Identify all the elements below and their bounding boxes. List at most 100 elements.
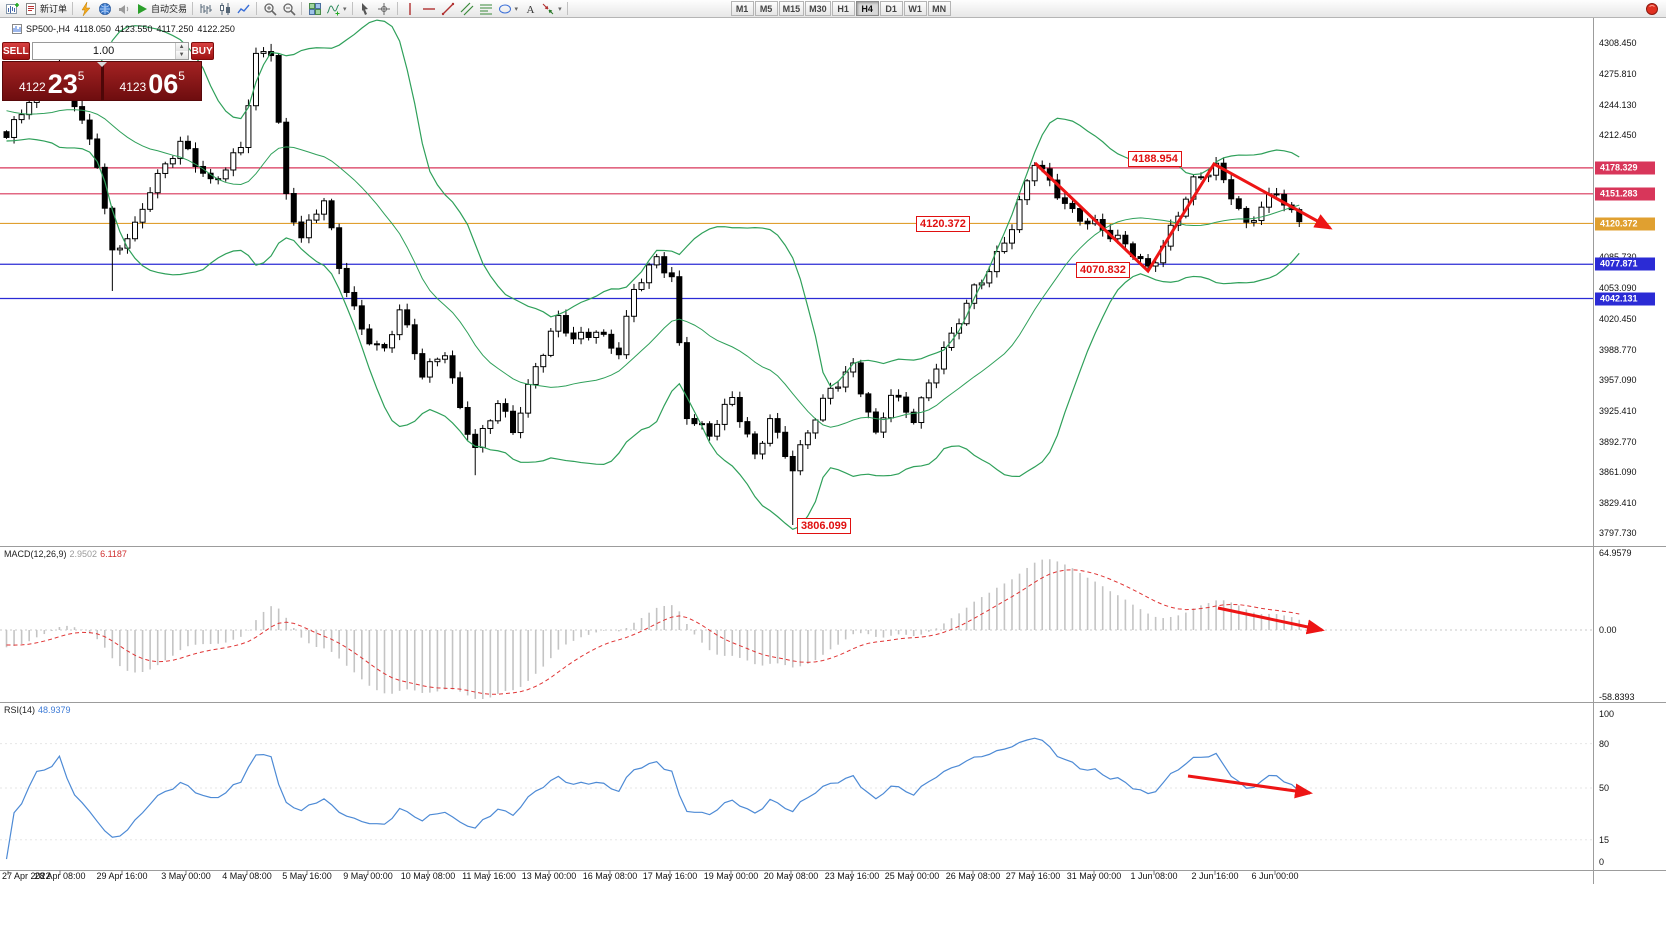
macd-indicator-label: MACD(12,26,9) 2.9502 6.1187 xyxy=(4,549,127,559)
new-order-button[interactable]: 新订单 xyxy=(22,1,69,17)
volume-input[interactable] xyxy=(32,43,175,59)
candle-chart-mode-button[interactable] xyxy=(215,1,234,17)
bar-chart-mode-button[interactable] xyxy=(196,1,215,17)
shapes-icon xyxy=(498,4,511,13)
macd-signal-line xyxy=(6,569,1300,695)
macd-signal-value: 6.1187 xyxy=(100,549,127,559)
text-tool-icon: A xyxy=(526,4,534,16)
tile-windows-icon xyxy=(308,2,321,15)
candles-chart-icon xyxy=(219,2,230,15)
line-chart-icon xyxy=(236,4,250,13)
shapes-tool-button[interactable] xyxy=(496,1,521,17)
channel-icon xyxy=(460,2,474,15)
timeframe-H4-button[interactable]: H4 xyxy=(855,1,879,16)
quote-low: 4117.250 xyxy=(156,24,194,34)
bollinger-middle-band xyxy=(6,109,1300,428)
rsi-name: RSI(14) xyxy=(4,705,36,715)
zoom-in-icon xyxy=(263,2,277,16)
rsi-indicator-label: RSI(14) 48.9379 xyxy=(4,705,71,715)
bid-price-big: 23 xyxy=(47,69,78,100)
quote-close: 4122.250 xyxy=(197,24,235,34)
fibonacci-icon xyxy=(480,4,493,14)
bars-chart-icon xyxy=(200,3,212,14)
zoom-out-button[interactable] xyxy=(279,1,298,17)
toolbar-separator xyxy=(351,2,353,15)
lightning-icon xyxy=(81,1,91,16)
timeframe-W1-button[interactable]: W1 xyxy=(903,1,927,16)
timeframe-MN-button[interactable]: MN xyxy=(927,1,951,16)
vertical-line-tool-button[interactable] xyxy=(401,1,420,17)
macd-histogram xyxy=(5,559,1301,699)
connection-status-icon[interactable] xyxy=(1645,2,1663,16)
bid-price-pip: 5 xyxy=(77,69,85,83)
toolbar-separator xyxy=(566,2,568,15)
cursor-icon xyxy=(362,2,369,15)
rsi-value: 48.9379 xyxy=(38,705,71,715)
symbol-period: SP500-,H4 xyxy=(26,24,71,34)
toolbar-separator xyxy=(72,2,74,15)
trendline-icon xyxy=(441,2,455,15)
document-icon xyxy=(26,2,36,15)
zoom-in-button[interactable] xyxy=(260,1,279,17)
timeframe-M5-button[interactable]: M5 xyxy=(754,1,778,16)
vline-icon xyxy=(409,2,411,15)
volume-field: ▲ ▼ xyxy=(31,42,189,60)
ask-price-prefix: 4123 xyxy=(119,80,147,94)
toolbar-separator xyxy=(396,2,398,15)
arrows-tool-button[interactable] xyxy=(539,1,564,17)
buy-button[interactable]: BUY xyxy=(190,42,214,60)
indicators-button[interactable] xyxy=(324,1,349,17)
new-order-button-label: 新订单 xyxy=(40,4,68,14)
volume-spinner: ▲ ▼ xyxy=(174,43,188,59)
zoom-out-icon xyxy=(282,2,296,16)
toolbar-separator xyxy=(256,2,258,15)
toolbar-separator xyxy=(301,2,303,15)
volume-up-button[interactable]: ▲ xyxy=(175,43,188,51)
line-chart-mode-button[interactable] xyxy=(234,1,253,17)
arrows-tool-icon xyxy=(542,3,554,14)
quote-header: SP500-,H4 4118.050 4123.550 4117.250 412… xyxy=(12,24,235,34)
autotrading-button-label: 自动交易 xyxy=(151,4,188,14)
alerts-button[interactable] xyxy=(76,1,95,17)
ask-price-big: 06 xyxy=(148,69,179,100)
bid-price-display[interactable]: 4122 23 5 xyxy=(3,62,101,100)
tile-windows-button[interactable] xyxy=(305,1,324,17)
ask-price-display[interactable]: 4123 06 5 xyxy=(103,62,201,100)
trendline-tool-button[interactable] xyxy=(439,1,458,17)
quote-high: 4123.550 xyxy=(114,24,153,34)
one-click-trading-panel: SELL ▲ ▼ BUY 4122 23 5 4123 06 5 xyxy=(2,42,214,101)
chart-canvas[interactable] xyxy=(0,18,1666,884)
market-news-button[interactable] xyxy=(95,1,114,17)
rsi-line xyxy=(5,737,1300,860)
channel-tool-button[interactable] xyxy=(458,1,477,17)
timeframe-H1-button[interactable]: H1 xyxy=(831,1,855,16)
timeframe-M1-button[interactable]: M1 xyxy=(730,1,754,16)
timeframe-D1-button[interactable]: D1 xyxy=(879,1,903,16)
text-tool-button[interactable]: A xyxy=(520,1,539,17)
megaphone-icon xyxy=(118,4,128,14)
bollinger-upper-band xyxy=(6,19,1300,388)
cursor-tool-button[interactable] xyxy=(356,1,375,17)
volume-down-button[interactable]: ▼ xyxy=(175,51,188,59)
price-trend-arrow[interactable] xyxy=(1033,161,1333,274)
horizontal-line-tool-button[interactable] xyxy=(420,1,439,17)
toolbar-separator xyxy=(192,2,194,15)
fibonacci-tool-button[interactable] xyxy=(477,1,496,17)
new-chart-button[interactable] xyxy=(3,1,22,17)
timeframe-M30-button[interactable]: M30 xyxy=(805,1,831,16)
bollinger-lower-band xyxy=(6,138,1300,531)
sell-button[interactable]: SELL xyxy=(2,42,30,60)
indicators-icon xyxy=(326,4,340,15)
notifications-button[interactable] xyxy=(114,1,133,17)
rsi-trend-arrow[interactable] xyxy=(1187,774,1313,799)
timeframe-M15-button[interactable]: M15 xyxy=(778,1,805,16)
crosshair-icon xyxy=(378,2,391,15)
autotrading-button[interactable]: 自动交易 xyxy=(133,1,189,17)
spread-notch xyxy=(100,62,104,100)
crosshair-tool-button[interactable] xyxy=(375,1,394,17)
svg-text:A: A xyxy=(526,4,534,16)
play-icon xyxy=(138,3,148,14)
bid-price-prefix: 4122 xyxy=(19,80,46,94)
macd-trend-arrow[interactable] xyxy=(1217,606,1325,635)
